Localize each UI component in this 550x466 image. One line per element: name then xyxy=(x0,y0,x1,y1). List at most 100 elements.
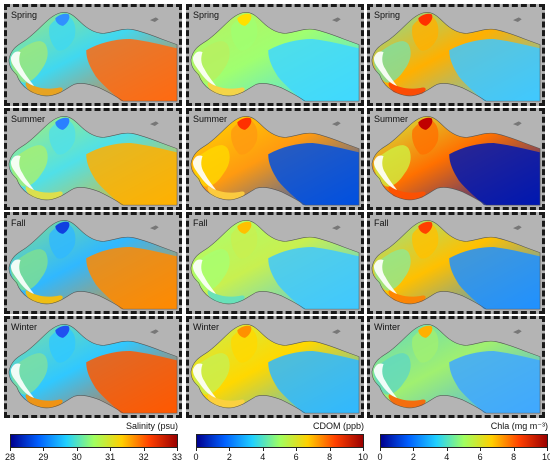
season-label: Fall xyxy=(374,218,389,228)
south-coast-field xyxy=(25,82,63,96)
sea-map xyxy=(8,115,178,206)
map-panel-cdom-winter: Winter xyxy=(186,316,364,418)
island-mark xyxy=(332,121,341,127)
season-label: Spring xyxy=(11,10,38,20)
island-mark xyxy=(150,17,159,23)
map-panel-salinity-fall: Fall xyxy=(4,212,182,314)
season-label: Spring xyxy=(193,10,220,20)
island-mark xyxy=(513,17,522,23)
season-label: Winter xyxy=(11,322,38,332)
map-panel-salinity-summer: Summer xyxy=(4,108,182,210)
north-bay-field xyxy=(412,223,439,259)
sea-map xyxy=(190,323,360,414)
coastline xyxy=(190,323,360,414)
colorbar-tick-mark xyxy=(380,448,381,451)
colorbar-tick-mark xyxy=(177,448,178,451)
coastal-nodata xyxy=(10,51,35,87)
south-coast-field xyxy=(388,290,426,304)
colorbar-tick-label: 31 xyxy=(105,452,116,462)
south-coast-field xyxy=(207,394,245,408)
island-mark xyxy=(150,121,159,127)
island-mark xyxy=(332,225,341,231)
colorbar-tick-mark xyxy=(363,448,364,451)
bay-head-field xyxy=(55,325,70,338)
colorbar-tick-mark xyxy=(143,448,145,451)
coastline xyxy=(190,11,360,102)
season-label: Winter xyxy=(193,322,220,332)
coastal-nodata xyxy=(10,155,35,191)
island-mark xyxy=(150,329,159,335)
coastal-nodata xyxy=(192,51,217,87)
east-basin-field xyxy=(449,39,541,102)
sea-map xyxy=(8,219,178,310)
bay-head-field xyxy=(418,117,433,130)
colorbar-salinity xyxy=(10,434,178,448)
coastline xyxy=(371,323,541,414)
colorbar-tick-mark xyxy=(110,448,112,451)
colorbar-tick-mark xyxy=(513,448,515,451)
north-bay-field xyxy=(49,119,76,155)
colorbar-tick-label: 0 xyxy=(193,452,199,462)
coastline xyxy=(190,115,360,206)
season-label: Spring xyxy=(374,10,401,20)
colorbar-tick-label: 6 xyxy=(293,452,299,462)
colorbar-tick-mark xyxy=(196,448,197,451)
island-mark xyxy=(150,225,159,231)
north-bay-field xyxy=(231,119,258,155)
coastal-nodata xyxy=(192,259,217,295)
coastal-nodata xyxy=(373,155,398,191)
colorbar-tick-label: 2 xyxy=(226,452,232,462)
island-mark xyxy=(332,329,341,335)
colorbar-tick-label: 33 xyxy=(171,452,183,462)
map-panel-chla-winter: Winter xyxy=(367,316,545,418)
map-panel-cdom-fall: Fall xyxy=(186,212,364,314)
south-coast-field xyxy=(388,186,426,200)
south-coast-field xyxy=(388,82,426,96)
colorbar-tick-mark xyxy=(43,448,45,451)
coastline xyxy=(371,115,541,206)
bay-head-field xyxy=(55,117,70,130)
east-basin-field xyxy=(268,39,360,102)
map-panel-chla-summer: Summer xyxy=(367,108,545,210)
season-label: Winter xyxy=(374,322,401,332)
colorbar-tick-mark xyxy=(262,448,264,451)
colorbar-tick-mark xyxy=(10,448,11,451)
coastal-nodata xyxy=(10,259,35,295)
island-mark xyxy=(513,225,522,231)
south-coast-field xyxy=(25,290,63,304)
sea-map xyxy=(371,323,541,414)
south-coast-field xyxy=(207,186,245,200)
sea-map xyxy=(8,11,178,102)
season-label: Summer xyxy=(11,114,46,124)
north-bay-field xyxy=(49,223,76,259)
bay-head-field xyxy=(55,221,70,234)
coastline xyxy=(8,323,178,414)
season-label: Summer xyxy=(193,114,228,124)
colorbar-tick-label: 29 xyxy=(38,452,49,462)
sea-map xyxy=(371,115,541,206)
season-label: Fall xyxy=(11,218,26,228)
bay-head-field xyxy=(237,117,252,130)
east-basin-field xyxy=(268,143,360,206)
east-basin-field xyxy=(86,247,178,310)
sea-map xyxy=(190,115,360,206)
season-label: Fall xyxy=(193,218,208,228)
colorbar-title-chla: Chla (mg m⁻³) xyxy=(490,421,548,431)
colorbar-title-salinity: Salinity (psu) xyxy=(125,421,178,431)
coastal-nodata xyxy=(373,259,398,295)
south-coast-field xyxy=(25,394,63,408)
colorbar-tick-mark xyxy=(413,448,415,451)
sea-map xyxy=(8,323,178,414)
bay-head-field xyxy=(418,221,433,234)
colorbar-tick-label: 8 xyxy=(511,452,517,462)
colorbar-tick-label: 2 xyxy=(410,452,416,462)
north-bay-field xyxy=(231,15,258,51)
colorbar-cdom xyxy=(196,434,364,448)
sea-map xyxy=(371,219,541,310)
colorbar-title-cdom: CDOM (ppb) xyxy=(312,421,364,431)
east-basin-field xyxy=(86,351,178,414)
colorbar-chla xyxy=(380,434,548,448)
island-mark xyxy=(513,121,522,127)
south-coast-field xyxy=(388,394,426,408)
colorbar-tick-label: 4 xyxy=(444,452,450,462)
